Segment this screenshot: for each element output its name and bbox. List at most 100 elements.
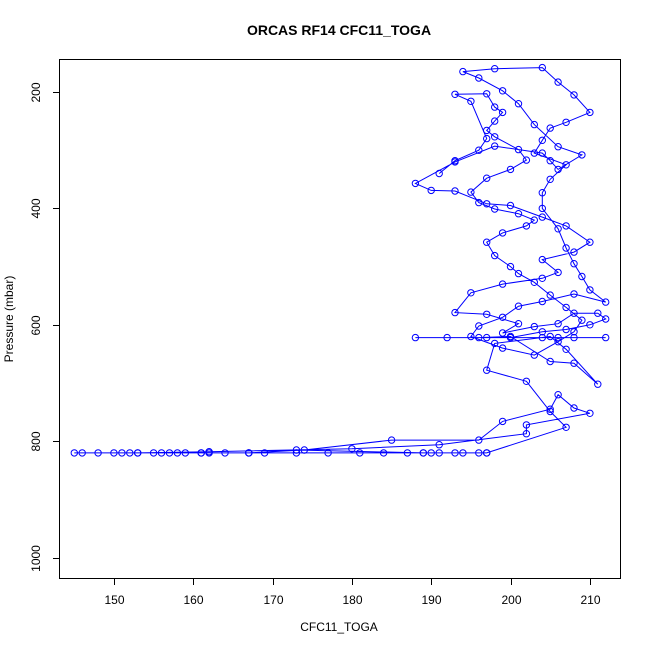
data-point [475,436,483,444]
data-point [578,316,586,324]
data-point [451,90,459,99]
data-point [522,222,531,230]
plot-area-frame [59,59,621,579]
data-point [78,449,86,457]
data-point [514,320,523,328]
data-point [506,333,515,342]
data-point [506,262,515,271]
data-point [546,291,554,299]
data-point [538,274,546,282]
data-point [514,100,523,108]
data-point [538,189,546,197]
data-point [538,149,546,157]
data-point [586,286,594,294]
data-point [498,108,507,117]
data-point [538,63,546,72]
data-point [506,201,515,210]
data-point [467,332,475,341]
y-axis-label: Pressure (mbar) [2,276,16,363]
y-tick-label: 800 [29,431,43,451]
data-point [491,133,499,141]
data-point [356,449,364,457]
data-point [70,449,79,457]
data-point [475,146,483,154]
data-point [586,108,594,117]
data-point [562,118,570,127]
data-point [491,251,499,260]
data-marks [70,63,610,457]
data-point [475,198,483,207]
data-point [475,74,483,82]
data-point [570,404,578,412]
data-point [205,448,213,456]
data-point [348,445,356,453]
data-point [546,357,554,366]
data-point [554,320,562,328]
data-point [522,430,531,438]
x-tick-label: 170 [263,593,283,607]
x-tick-label: 190 [421,593,441,607]
data-point [562,222,570,230]
data-point [94,449,102,457]
data-point [475,333,483,342]
data-point [530,120,538,129]
data-point [578,272,586,281]
data-point [451,157,459,165]
data-point [546,157,554,165]
data-point [149,449,158,457]
data-point [427,449,435,457]
data-point [483,366,491,374]
data-point [491,103,499,111]
data-point [546,175,554,184]
data-point [570,359,578,367]
data-point [467,289,475,297]
data-point [491,65,499,73]
data-point [419,449,427,457]
data-point [530,322,538,331]
data-point [562,423,570,431]
y-tick-label: 400 [29,198,43,218]
data-point [570,333,578,342]
data-point [483,449,491,457]
data-point [483,174,491,182]
data-point [475,322,483,330]
y-tick-label: 1000 [29,545,43,572]
data-point [451,449,459,457]
data-point [411,333,420,342]
data-point [324,449,332,457]
data-point [197,449,205,457]
data-point [522,377,531,385]
data-point [578,151,586,159]
data-point [118,449,126,457]
data-point [491,205,499,213]
data-point [562,345,570,353]
data-point [173,449,182,457]
data-point [467,188,475,196]
data-point [451,308,459,317]
data-point [530,351,538,359]
data-point [459,449,467,457]
data-point [546,124,554,132]
data-point [570,328,578,336]
data-point [435,449,443,457]
data-point [602,298,610,306]
data-point [459,67,467,76]
data-point [165,449,174,457]
data-point [483,333,491,342]
data-point [435,441,443,449]
data-point [498,417,507,426]
data-point [498,280,507,288]
data-point [491,339,499,348]
y-tick-label: 200 [29,82,43,102]
data-point [467,97,475,106]
data-point [483,90,491,98]
data-point [435,169,443,178]
data-point [387,436,396,444]
data-point [126,449,134,457]
data-point [522,156,531,164]
data-point [514,210,523,218]
data-point [379,449,388,457]
data-point [443,333,451,342]
x-tick-label: 200 [501,593,521,607]
data-point [554,338,562,346]
